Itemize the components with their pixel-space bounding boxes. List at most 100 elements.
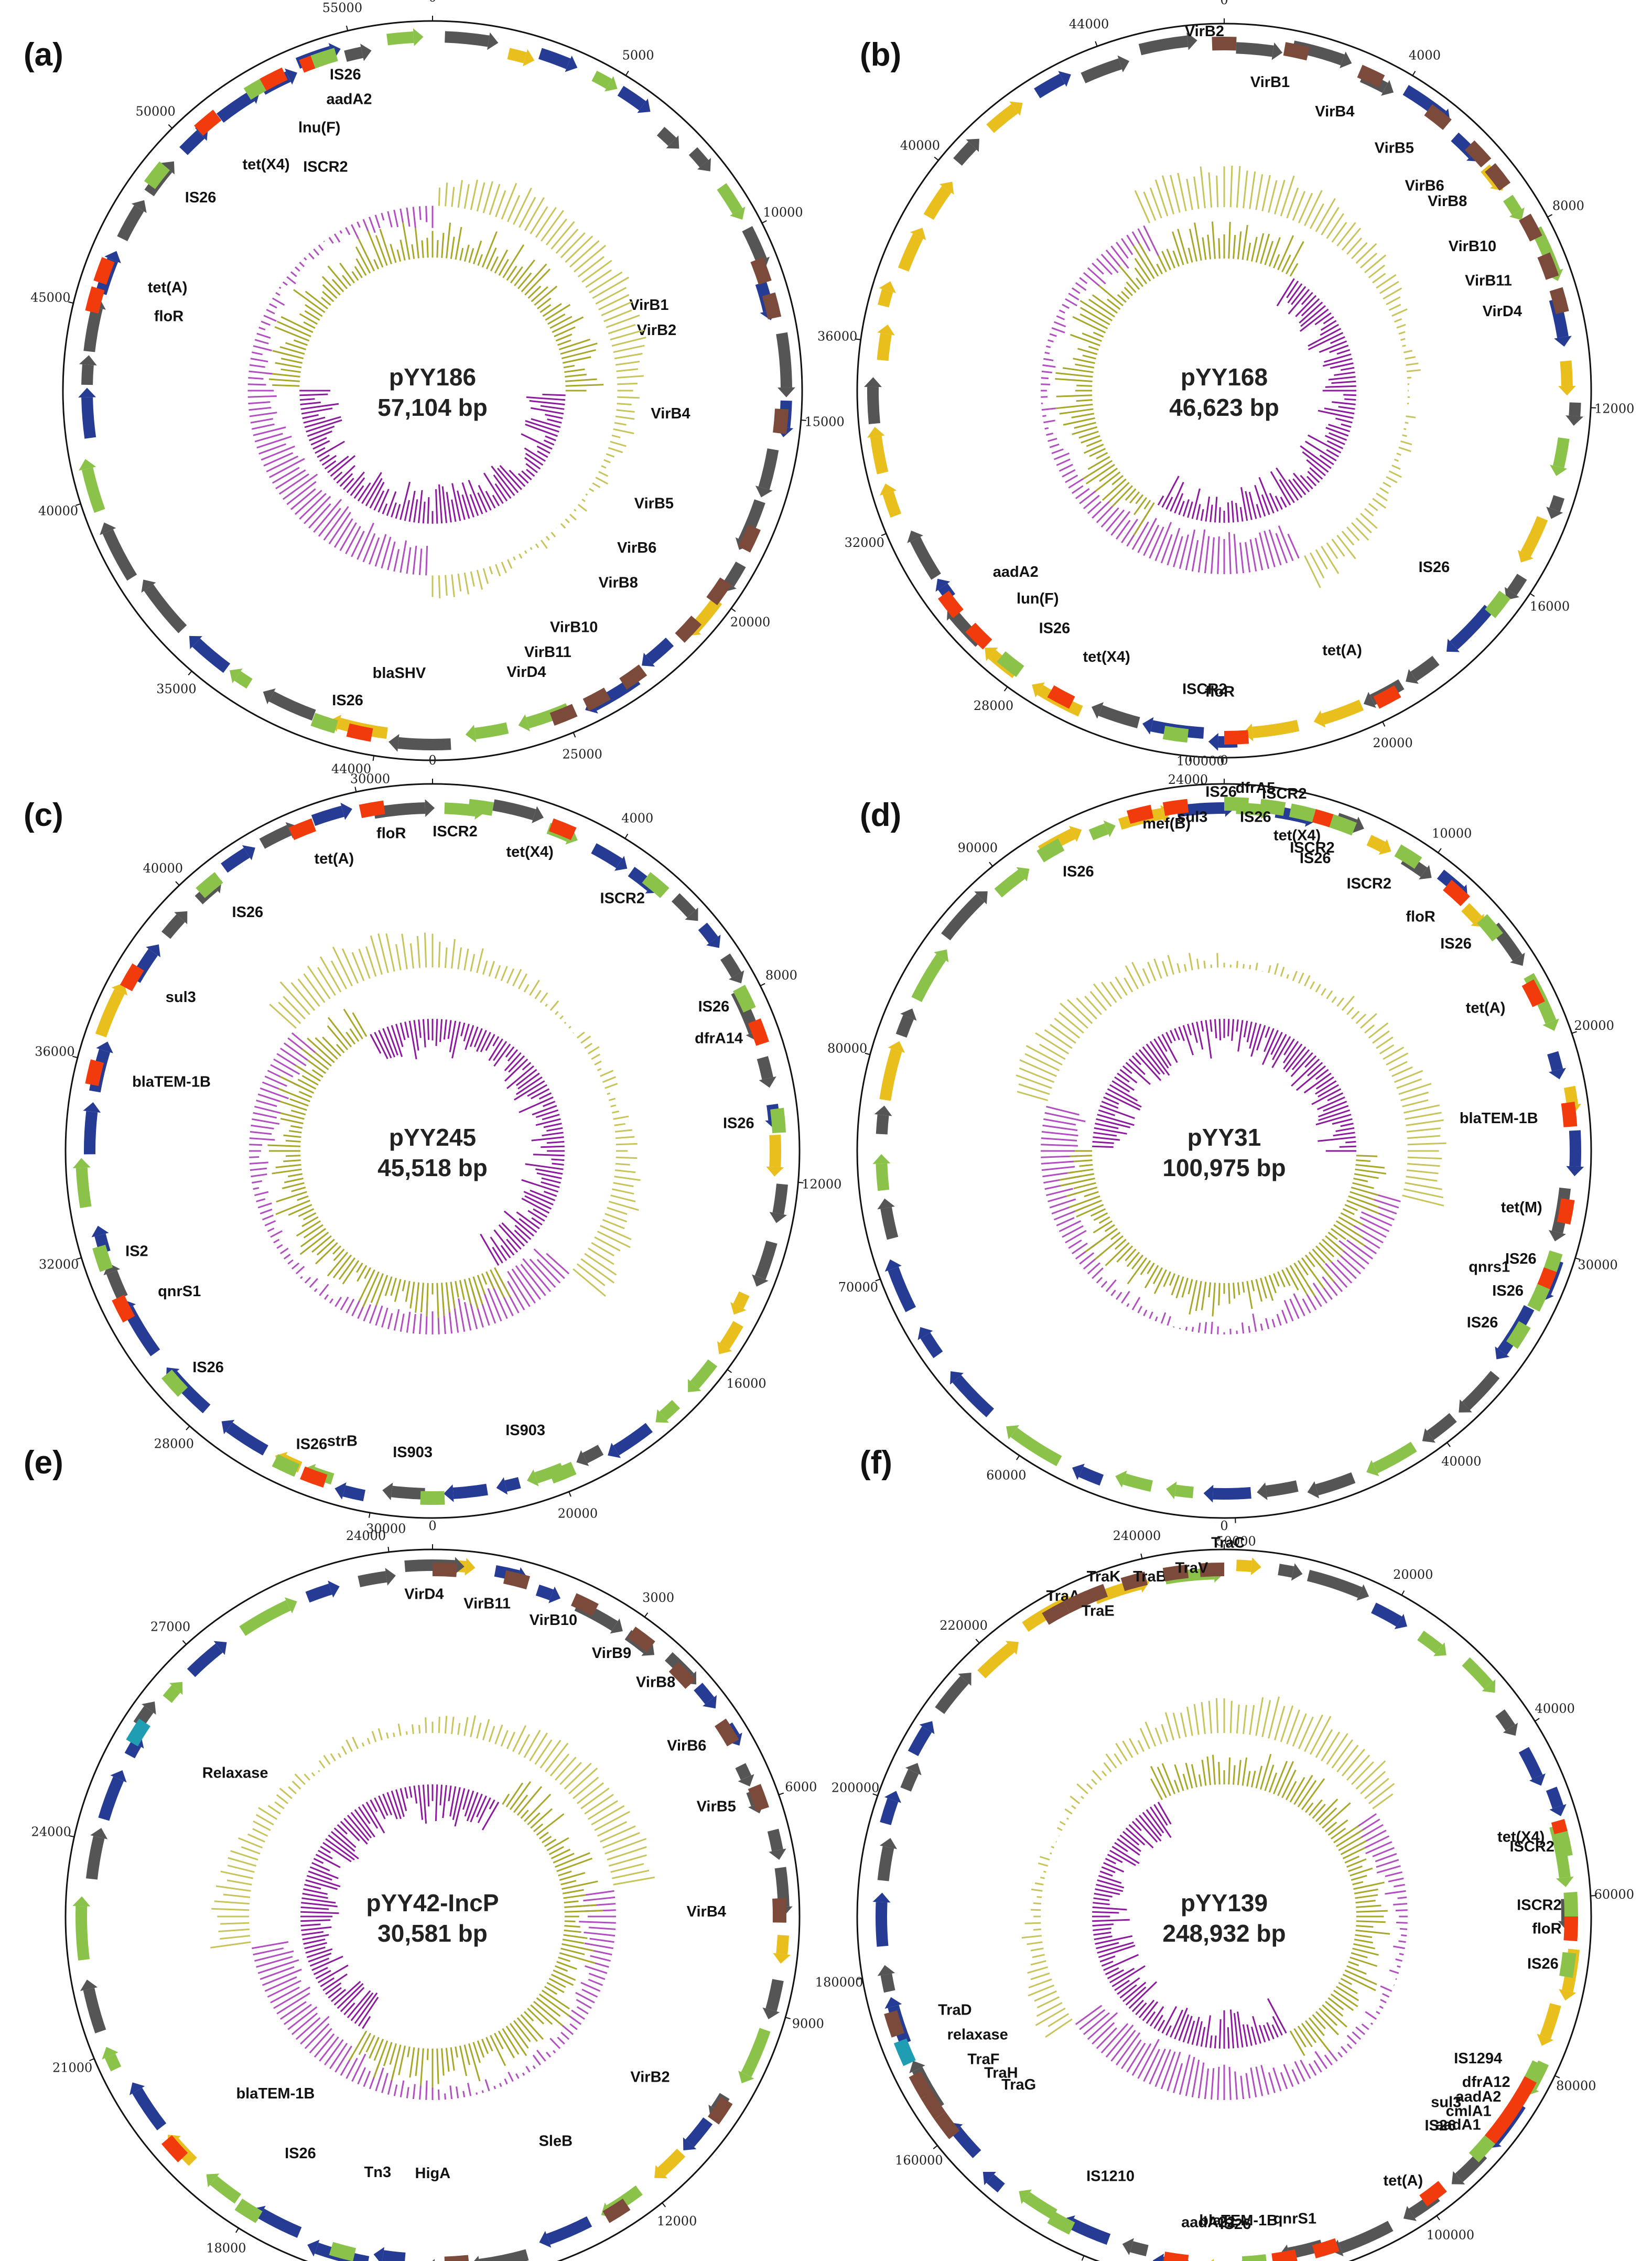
gene-arrow-head bbox=[189, 636, 202, 650]
gene-arrow-head bbox=[642, 652, 655, 667]
gene-arrow bbox=[613, 1423, 653, 1456]
gc-content-bar bbox=[1255, 2066, 1264, 2096]
gc-content-bar bbox=[287, 2006, 318, 2030]
gene-arrow bbox=[1518, 1747, 1543, 1780]
panel-letter: (f) bbox=[860, 1445, 892, 1481]
gc-skew-bar bbox=[1324, 353, 1352, 363]
gc-skew-bar bbox=[289, 1130, 302, 1134]
gc-content-bar bbox=[1018, 1083, 1050, 1095]
gene-arrow-head bbox=[1366, 1460, 1379, 1477]
gc-content-bar bbox=[449, 2085, 453, 2100]
gc-content-bar bbox=[399, 208, 404, 223]
gc-skew-bar bbox=[1264, 1276, 1274, 1301]
gc-content-bar bbox=[603, 309, 632, 322]
gc-content-bar bbox=[419, 2084, 422, 2100]
labeled-gene-arrow bbox=[708, 2096, 733, 2125]
gc-skew-bar bbox=[1124, 286, 1133, 296]
labeled-gene-arrow bbox=[1120, 1571, 1148, 1591]
gc-content-bar bbox=[249, 1137, 275, 1141]
gc-skew-bar bbox=[1277, 235, 1294, 271]
gc-content-bar bbox=[1139, 1728, 1151, 1749]
gc-content-bar bbox=[1298, 972, 1304, 984]
gc-skew-bar bbox=[318, 1849, 333, 1859]
gc-skew-bar bbox=[1308, 1799, 1323, 1816]
tick-label: 4000 bbox=[621, 811, 653, 826]
gc-skew-bar bbox=[1241, 224, 1248, 260]
gc-content-bar bbox=[1089, 990, 1107, 1011]
gene-arrow bbox=[1252, 719, 1300, 738]
gc-skew-bar bbox=[517, 473, 529, 484]
gc-content-bar bbox=[1395, 1909, 1408, 1912]
gc-content-bar bbox=[279, 981, 310, 1015]
gc-content-bar bbox=[1331, 1739, 1354, 1769]
gene-arrow-head bbox=[666, 135, 679, 149]
labeled-gene-arrow bbox=[196, 872, 223, 898]
gc-skew-bar bbox=[1198, 1774, 1202, 1787]
gene-arrow bbox=[867, 386, 880, 424]
gc-content-bar bbox=[613, 1115, 629, 1120]
gc-skew-bar bbox=[1104, 1224, 1115, 1232]
gc-skew-bar bbox=[489, 1799, 495, 1810]
gc-content-bar bbox=[616, 1162, 630, 1166]
gc-content-bar bbox=[304, 257, 307, 261]
gc-skew-bar bbox=[354, 1992, 378, 2024]
gene-arrow-head bbox=[110, 1770, 127, 1783]
gc-content-bar bbox=[263, 452, 294, 467]
gc-content-bar bbox=[314, 2033, 335, 2058]
gc-skew-bar bbox=[564, 1900, 579, 1904]
gc-skew-bar bbox=[545, 435, 556, 442]
gc-skew-bar bbox=[1066, 1187, 1098, 1197]
gc-content-bar bbox=[523, 984, 530, 993]
gc-skew-bar bbox=[1293, 2028, 1307, 2048]
gc-skew-bar bbox=[1355, 1900, 1376, 1904]
gc-skew-bar bbox=[296, 1220, 321, 1237]
tick-label: 36000 bbox=[35, 1045, 74, 1059]
gc-skew-bar bbox=[463, 1279, 472, 1304]
gc-skew-bar bbox=[304, 416, 341, 428]
gc-skew-bar bbox=[275, 1200, 310, 1215]
gc-content-bar bbox=[351, 224, 360, 240]
gc-content-bar bbox=[418, 206, 422, 220]
gene-arrow bbox=[977, 1643, 1015, 1678]
gc-content-bar bbox=[290, 982, 316, 1011]
gene-arrow bbox=[342, 1485, 366, 1502]
gc-content-bar bbox=[279, 1247, 289, 1254]
gc-skew-bar bbox=[533, 1208, 547, 1218]
gc-content-bar bbox=[1204, 2068, 1210, 2100]
gc-skew-bar bbox=[303, 416, 326, 424]
gc-content-bar bbox=[1364, 508, 1374, 517]
gc-content-bar bbox=[1388, 470, 1402, 478]
gc-skew-bar bbox=[1096, 1118, 1130, 1128]
gc-skew-bar bbox=[445, 2048, 450, 2072]
gc-content-bar bbox=[614, 422, 627, 426]
gc-skew-bar bbox=[1126, 281, 1137, 293]
gc-content-bar bbox=[549, 1753, 570, 1776]
tick-mark bbox=[731, 608, 736, 612]
gc-content-bar bbox=[1154, 522, 1172, 562]
gc-content-bar bbox=[1211, 537, 1215, 574]
gc-content-bar bbox=[1046, 432, 1054, 436]
tick-mark bbox=[857, 1977, 863, 1980]
gene-arrow-head bbox=[934, 949, 949, 963]
labeled-gene-arrow bbox=[773, 408, 789, 434]
tick-mark bbox=[934, 156, 939, 161]
gc-content-bar bbox=[476, 1722, 482, 1739]
gene-label: VirB5 bbox=[1375, 140, 1414, 157]
gc-skew-bar bbox=[290, 1110, 306, 1115]
gc-skew-bar bbox=[1344, 1969, 1377, 1985]
gene-arrow-head bbox=[385, 1568, 396, 1586]
gc-content-bar bbox=[1372, 273, 1386, 284]
plasmid-name: pYY186 bbox=[389, 363, 476, 391]
gc-content-bar bbox=[1121, 2039, 1142, 2070]
gc-skew-bar bbox=[1237, 1282, 1240, 1295]
gc-skew-bar bbox=[320, 1846, 331, 1854]
gc-content-bar bbox=[604, 1083, 618, 1089]
gene-arrow bbox=[1098, 705, 1140, 728]
gc-skew-bar bbox=[492, 1036, 500, 1047]
gc-content-bar bbox=[610, 1104, 617, 1107]
gene-label: SleB bbox=[539, 2133, 573, 2149]
gc-skew-bar bbox=[419, 2048, 424, 2086]
gc-skew-bar bbox=[543, 1123, 562, 1128]
gc-content-bar bbox=[1116, 2032, 1141, 2066]
gc-content-bar bbox=[501, 562, 507, 574]
